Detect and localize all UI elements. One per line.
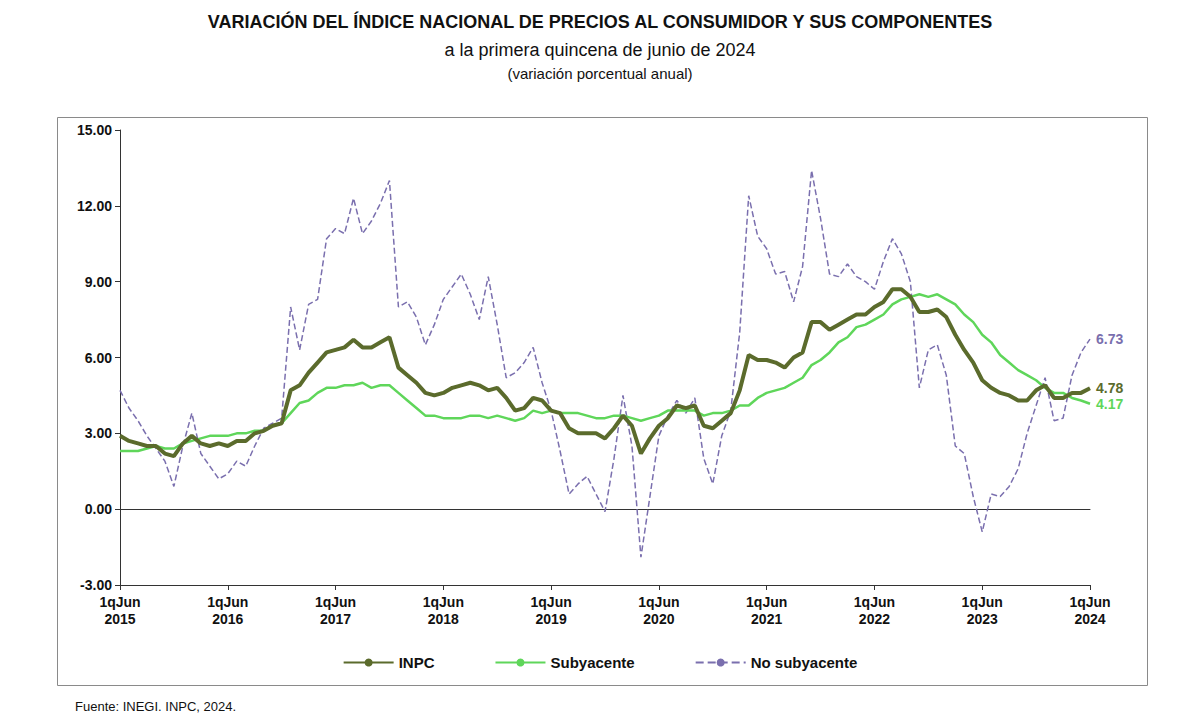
svg-text:-3.00: -3.00: [80, 577, 112, 593]
svg-text:2020: 2020: [643, 611, 674, 627]
svg-text:0.00: 0.00: [85, 501, 112, 517]
svg-text:Fuente: INEGI. INPC, 2024.: Fuente: INEGI. INPC, 2024.: [75, 699, 236, 714]
svg-text:2023: 2023: [967, 611, 998, 627]
svg-text:2019: 2019: [536, 611, 567, 627]
svg-text:2017: 2017: [320, 611, 351, 627]
svg-text:1qJun: 1qJun: [746, 594, 787, 610]
svg-text:12.00: 12.00: [77, 198, 112, 214]
svg-text:2016: 2016: [212, 611, 243, 627]
svg-text:(variación porcentual anual): (variación porcentual anual): [507, 65, 692, 82]
svg-text:6.73: 6.73: [1096, 331, 1123, 347]
svg-text:3.00: 3.00: [85, 425, 112, 441]
svg-text:1qJun: 1qJun: [530, 594, 571, 610]
svg-text:9.00: 9.00: [85, 274, 112, 290]
svg-text:6.00: 6.00: [85, 350, 112, 366]
svg-text:2018: 2018: [428, 611, 459, 627]
svg-text:15.00: 15.00: [77, 122, 112, 138]
svg-text:1qJun: 1qJun: [638, 594, 679, 610]
svg-text:4.17: 4.17: [1096, 396, 1123, 412]
svg-text:2022: 2022: [859, 611, 890, 627]
svg-text:No subyacente: No subyacente: [751, 654, 858, 671]
svg-text:4.78: 4.78: [1096, 380, 1123, 396]
svg-text:2024: 2024: [1074, 611, 1105, 627]
svg-text:a la primera quincena de junio: a la primera quincena de junio de 2024: [444, 40, 755, 60]
svg-text:INPC: INPC: [399, 654, 435, 671]
svg-text:1qJun: 1qJun: [207, 594, 248, 610]
svg-text:Subyacente: Subyacente: [550, 654, 634, 671]
svg-text:1qJun: 1qJun: [854, 594, 895, 610]
svg-text:1qJun: 1qJun: [962, 594, 1003, 610]
svg-text:1qJun: 1qJun: [1069, 594, 1110, 610]
svg-text:2021: 2021: [751, 611, 782, 627]
svg-text:2015: 2015: [104, 611, 135, 627]
svg-text:1qJun: 1qJun: [99, 594, 140, 610]
svg-text:1qJun: 1qJun: [423, 594, 464, 610]
svg-text:VARIACIÓN DEL ÍNDICE NACIONAL: VARIACIÓN DEL ÍNDICE NACIONAL DE PRECIOS…: [208, 11, 992, 32]
svg-text:1qJun: 1qJun: [315, 594, 356, 610]
